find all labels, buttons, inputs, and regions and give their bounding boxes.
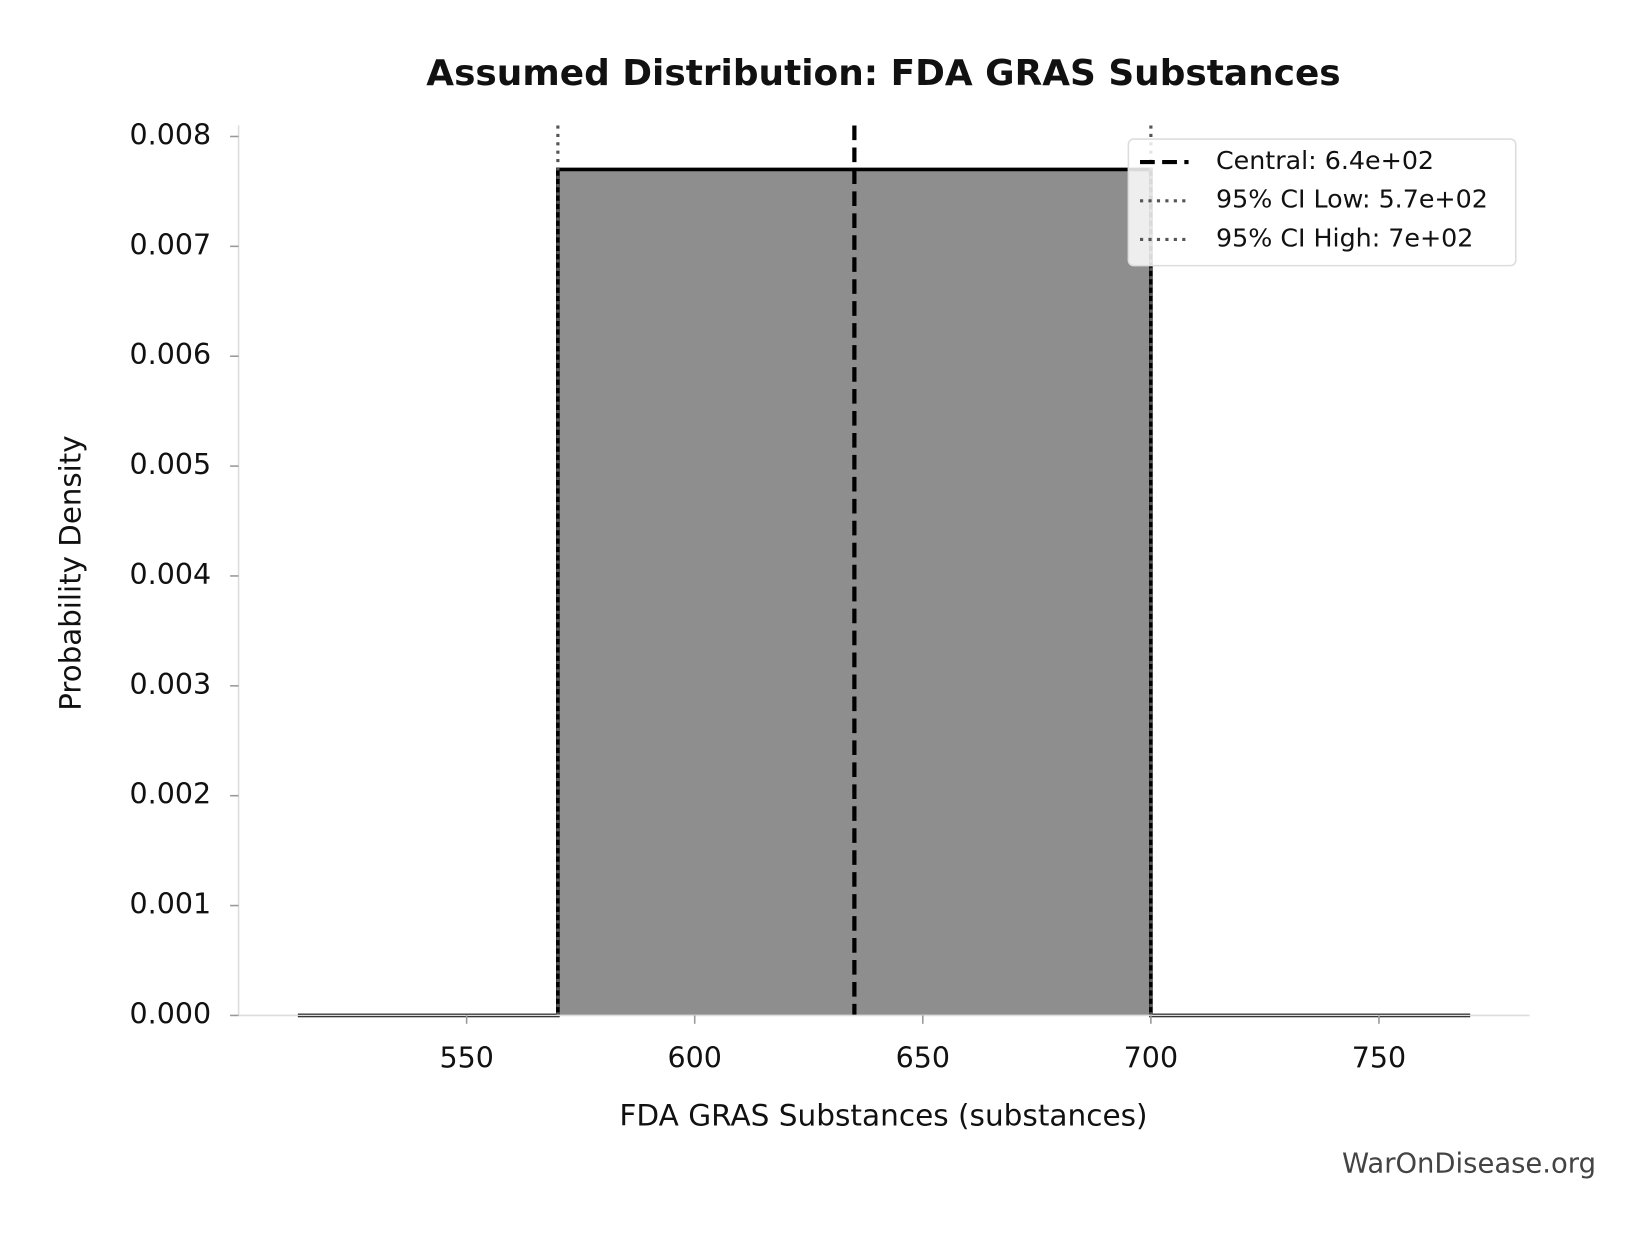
y-tick-label: 0.002 <box>130 778 212 811</box>
x-axis-label: FDA GRAS Substances (substances) <box>619 1098 1147 1132</box>
y-tick-label: 0.000 <box>130 998 212 1031</box>
y-tick-label: 0.004 <box>130 558 212 591</box>
x-tick-label: 550 <box>439 1041 493 1074</box>
watermark: WarOnDisease.org <box>1342 1149 1596 1180</box>
y-tick-label: 0.008 <box>130 119 212 152</box>
x-tick-label: 700 <box>1124 1041 1178 1074</box>
x-tick-label: 650 <box>896 1041 950 1074</box>
x-tick-label: 750 <box>1352 1041 1406 1074</box>
legend-label: 95% CI Low: 5.7e+02 <box>1216 185 1488 214</box>
y-tick-label: 0.005 <box>130 448 212 481</box>
density-area <box>297 169 1471 1016</box>
y-tick-label: 0.001 <box>130 888 212 921</box>
x-tick-label: 600 <box>668 1041 722 1074</box>
y-tick-label: 0.007 <box>130 228 212 261</box>
y-tick-label: 0.003 <box>130 668 212 701</box>
chart-title: Assumed Distribution: FDA GRAS Substance… <box>426 53 1340 94</box>
legend-label: 95% CI High: 7e+02 <box>1216 224 1473 253</box>
y-tick-label: 0.006 <box>130 338 212 371</box>
y-axis-label: Probability Density <box>53 435 87 710</box>
legend-label: Central: 6.4e+02 <box>1216 146 1434 175</box>
legend-box <box>1127 138 1517 267</box>
